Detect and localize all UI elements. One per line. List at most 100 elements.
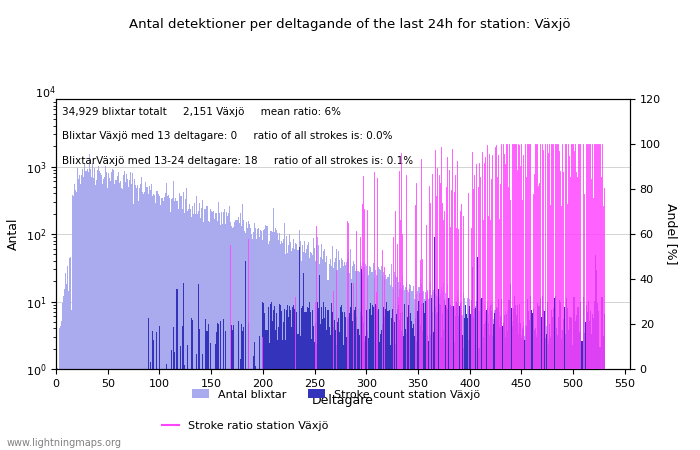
Bar	[479, 311, 480, 450]
Bar	[373, 263, 374, 450]
Bar	[442, 291, 443, 450]
Bar	[295, 243, 297, 450]
Bar	[393, 322, 395, 450]
Bar	[309, 258, 310, 450]
Bar	[270, 304, 271, 450]
Bar	[384, 316, 386, 450]
Bar	[496, 308, 497, 450]
Bar	[426, 294, 427, 450]
Bar	[456, 301, 457, 450]
Bar	[358, 272, 360, 450]
Bar	[102, 184, 103, 450]
Bar	[586, 305, 587, 450]
Bar	[561, 330, 562, 450]
Bar	[293, 305, 295, 450]
Bar	[216, 333, 217, 450]
Bar	[233, 325, 235, 450]
Bar	[237, 217, 239, 450]
Bar	[170, 212, 172, 450]
Bar	[193, 214, 194, 450]
Bar	[557, 346, 558, 450]
Bar	[386, 279, 388, 450]
Bar	[241, 204, 243, 450]
Bar	[471, 300, 472, 450]
Bar	[135, 184, 136, 450]
Bar	[582, 350, 583, 450]
Bar	[270, 231, 271, 450]
Bar	[427, 290, 428, 450]
Bar	[540, 338, 542, 450]
Bar	[243, 220, 244, 450]
Bar	[341, 257, 342, 450]
Bar	[144, 192, 146, 450]
Bar	[494, 313, 495, 450]
Bar	[334, 261, 335, 450]
Bar	[544, 311, 545, 450]
Bar	[158, 194, 159, 450]
Bar	[248, 221, 249, 450]
Bar	[587, 311, 588, 450]
Bar	[443, 283, 444, 450]
Bar	[456, 302, 457, 450]
Bar	[464, 298, 465, 450]
Bar	[312, 255, 313, 450]
Bar	[191, 318, 192, 450]
Bar	[108, 173, 109, 450]
Bar	[297, 312, 298, 450]
Bar	[435, 306, 436, 450]
Bar	[276, 233, 278, 450]
Bar	[73, 196, 74, 450]
Bar	[366, 310, 367, 450]
Bar	[533, 332, 534, 450]
Bar	[439, 297, 440, 450]
Bar	[512, 308, 514, 450]
Bar	[204, 209, 205, 450]
Bar	[249, 224, 250, 450]
Bar	[433, 290, 434, 450]
Bar	[428, 341, 429, 450]
Bar	[132, 172, 133, 450]
Bar	[137, 185, 138, 450]
Bar	[285, 341, 286, 450]
Bar	[343, 345, 344, 450]
Bar	[492, 304, 493, 450]
Bar	[94, 184, 96, 450]
Bar	[584, 333, 585, 450]
Bar	[272, 321, 273, 450]
Bar	[601, 297, 603, 450]
Bar	[578, 353, 579, 450]
Bar	[395, 277, 397, 450]
Bar	[416, 294, 417, 450]
Bar	[407, 317, 408, 450]
Bar	[332, 327, 334, 450]
Bar	[480, 308, 481, 450]
Bar	[516, 335, 517, 450]
Bar	[386, 302, 388, 450]
Bar	[153, 339, 154, 450]
Bar	[586, 353, 587, 450]
Bar	[287, 305, 288, 450]
Bar	[379, 269, 380, 450]
Bar	[522, 329, 523, 450]
Bar	[468, 340, 469, 450]
Bar	[584, 349, 585, 450]
Bar	[174, 201, 176, 450]
Bar	[81, 176, 83, 450]
Bar	[577, 344, 578, 450]
Bar	[504, 316, 505, 450]
Bar	[291, 251, 293, 450]
Bar	[78, 179, 79, 450]
Bar	[356, 317, 358, 450]
Bar	[182, 326, 183, 450]
Bar	[352, 266, 354, 450]
Bar	[493, 319, 494, 450]
Bar	[254, 342, 255, 450]
Bar	[484, 311, 486, 450]
Bar	[323, 302, 324, 450]
Bar	[311, 253, 312, 450]
Bar	[130, 172, 131, 450]
Bar	[167, 196, 168, 450]
Bar	[404, 290, 405, 450]
Bar	[481, 298, 482, 450]
Bar	[523, 321, 524, 450]
